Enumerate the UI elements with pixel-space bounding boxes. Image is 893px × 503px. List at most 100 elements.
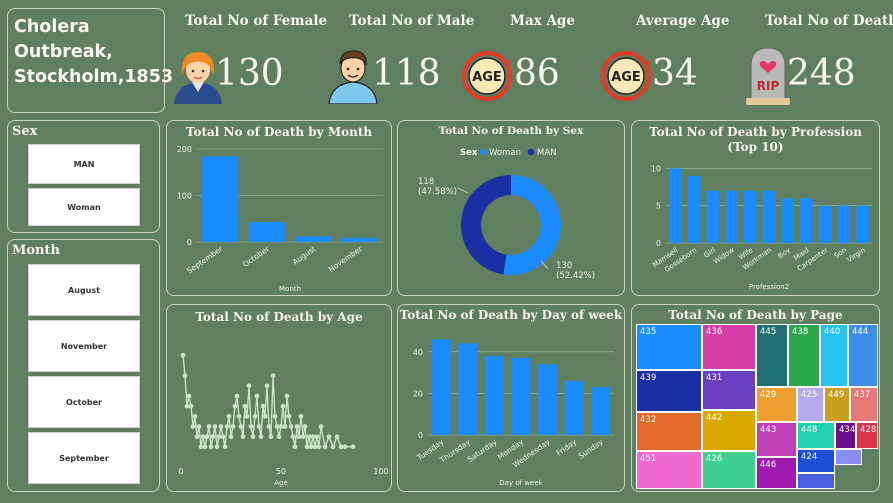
age-point (254, 393, 260, 399)
age-point (284, 393, 290, 399)
kpi-value: 86 (514, 53, 560, 94)
chart-by-profession: Total No of Death by Profession (Top 10)… (631, 120, 880, 296)
treemap-cell[interactable]: 446 (756, 457, 797, 489)
kpi-value: 248 (787, 53, 856, 94)
treemap-cell[interactable]: 424 (797, 449, 835, 473)
slicer-title: Month (12, 243, 60, 258)
x-tick-label: 0 (178, 467, 183, 476)
treemap-cell[interactable]: 444 (848, 324, 878, 387)
age-point (312, 444, 318, 450)
slicer-item-woman[interactable]: Woman (28, 188, 140, 226)
slicer-item-august[interactable]: August (28, 264, 140, 316)
data-label: (52.42%) (556, 271, 595, 281)
age-point (318, 424, 324, 429)
slicer-item-november[interactable]: November (28, 320, 140, 372)
treemap-cell[interactable]: 435 (636, 324, 702, 370)
kpi-male: Total No of Male 118 (325, 8, 475, 108)
age-point (240, 434, 246, 440)
age-point (182, 373, 188, 379)
data-label: 118 (418, 177, 434, 187)
kpi-value: 130 (215, 53, 284, 94)
chart-by-page: Total No of Death by Page 435 436 445 438 44… (631, 304, 880, 492)
treemap-cell[interactable]: 448 (797, 422, 835, 449)
sex-donut-chart: Sex Woman MAN 130(52.42%) 118(47.58%) (418, 148, 595, 281)
slicer-item-october[interactable]: October (28, 376, 140, 428)
treemap-cell[interactable]: 428 (856, 422, 878, 449)
slicer-item-man[interactable]: MAN (28, 144, 140, 184)
kpi-total-death: Total No of Death RIP 248 (745, 8, 893, 108)
treemap-cell[interactable]: 445 (756, 324, 788, 387)
bar (458, 343, 478, 435)
bar (818, 205, 832, 243)
treemap-cell[interactable]: 436 (702, 324, 756, 370)
age-point (290, 434, 296, 440)
bar (856, 205, 870, 243)
treemap-cell[interactable]: 439 (636, 370, 702, 412)
treemap-cell[interactable]: 451 (636, 451, 702, 489)
bar (762, 190, 776, 243)
age-point (242, 403, 248, 409)
kpi-max-age: Max Age AGE 86 (460, 8, 590, 108)
treemap-cell[interactable]: 437 (850, 387, 878, 422)
x-axis-label: Day of week (499, 479, 543, 487)
age-point (232, 403, 238, 409)
age-line-chart: 0 50 100 Age (178, 352, 389, 487)
page-treemap: 435 436 445 438 440 444 439 431 429 425 449 437 432 4… (636, 324, 878, 489)
age-point (236, 413, 242, 419)
bar (538, 364, 558, 435)
age-point (258, 434, 264, 440)
x-tick-label: September (185, 244, 225, 276)
age-point (276, 434, 282, 440)
age-point (260, 403, 266, 409)
sex-slicer: Sex MAN Woman (7, 120, 160, 233)
age-point (322, 444, 328, 450)
age-point (256, 424, 262, 429)
age-point (302, 424, 308, 429)
treemap-cell[interactable]: 438 (788, 324, 820, 387)
age-badge-icon: AGE (462, 51, 512, 101)
treemap-cell[interactable]: 443 (756, 422, 797, 457)
x-tick-label: November (327, 244, 365, 274)
treemap-cell[interactable]: 425 (797, 387, 824, 422)
age-point (226, 413, 232, 419)
bar (341, 237, 378, 242)
treemap-cell[interactable]: 449 (824, 387, 850, 422)
age-point (282, 424, 288, 429)
treemap-cell[interactable]: 442 (702, 410, 756, 451)
slicer-item-september[interactable]: September (28, 432, 140, 484)
y-tick-label: 5 (656, 202, 661, 211)
chart-by-sex: Total No of Death by Sex Sex Woman MAN 130(… (397, 120, 625, 296)
age-point (218, 424, 224, 429)
treemap-cell[interactable]: 429 (756, 387, 797, 422)
y-tick-label: 0 (418, 431, 423, 440)
bar (511, 358, 531, 435)
legend-item: MAN (537, 148, 557, 158)
age-point (266, 424, 272, 429)
age-point (244, 413, 250, 419)
age-point (316, 444, 322, 450)
age-point (264, 383, 270, 389)
treemap-cell[interactable]: 432 (636, 412, 702, 451)
chart-title: Total No of Death by Page (668, 308, 843, 322)
treemap-cell[interactable] (797, 473, 835, 489)
leader-line (457, 187, 469, 194)
age-point (214, 444, 220, 450)
month-slicer: Month August November October September (7, 239, 160, 492)
female-person-icon (174, 52, 222, 104)
bar (743, 190, 757, 243)
x-tick-label: August (291, 244, 318, 266)
treemap-cell[interactable] (835, 449, 862, 465)
age-point (186, 393, 192, 399)
treemap-cell[interactable]: 426 (702, 451, 756, 489)
treemap-cell[interactable]: 440 (820, 324, 848, 387)
x-tick-label: Virgin (846, 246, 867, 264)
x-tick-label: Friday (555, 437, 579, 458)
age-point (200, 434, 206, 440)
treemap-cell[interactable]: 434 (835, 422, 856, 449)
age-point (220, 434, 226, 440)
age-point (274, 424, 280, 429)
age-point (280, 403, 286, 409)
donut-slice (460, 175, 511, 275)
treemap-cell[interactable]: 431 (702, 370, 756, 410)
bar (248, 222, 285, 242)
